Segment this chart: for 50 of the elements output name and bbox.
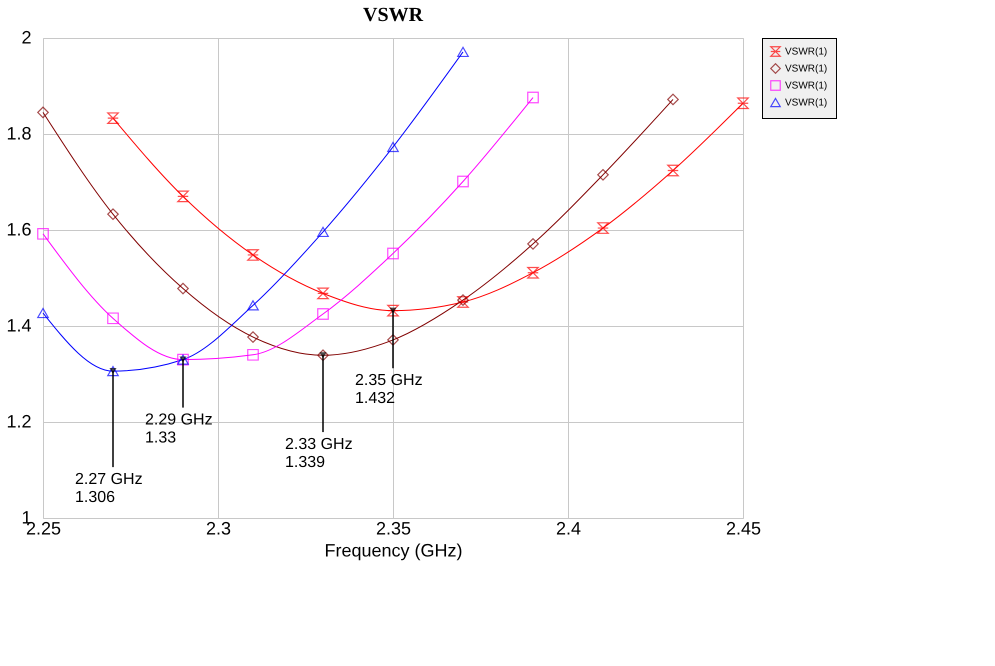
point — [457, 46, 469, 58]
point — [177, 282, 189, 294]
point — [387, 304, 399, 316]
point — [317, 288, 329, 300]
legend-label: VSWR(1) — [785, 98, 828, 108]
point — [527, 238, 539, 250]
x-axis-title: Frequency (GHz) — [324, 540, 463, 560]
point — [247, 300, 259, 310]
annotation: 2.35 GHz 1.432 — [355, 372, 423, 408]
point — [37, 308, 49, 318]
point — [387, 248, 399, 260]
point — [37, 106, 49, 118]
annotation: 2.33 GHz 1.339 — [285, 436, 353, 472]
point — [37, 228, 49, 240]
x-tick-label: 2.4 — [556, 518, 582, 538]
point — [527, 266, 539, 279]
point — [317, 226, 329, 238]
legend-label: VSWR(1) — [785, 80, 828, 92]
legend-label: VSWR(1) — [785, 64, 828, 74]
y-tick-label: 1.2 — [6, 412, 32, 432]
point — [247, 331, 259, 343]
y-tick-label: 1.4 — [6, 316, 32, 336]
point — [317, 349, 329, 362]
point — [527, 92, 539, 104]
x-tick-label: 2.35 — [376, 518, 412, 538]
point — [737, 97, 749, 110]
point — [317, 308, 329, 320]
legend-label: VSWR(1) — [785, 46, 828, 58]
point — [597, 222, 609, 234]
point — [457, 176, 469, 188]
y-tick-label: 2 — [21, 28, 32, 48]
x-tick-label: 2.45 — [726, 518, 762, 538]
annotation: 2.27 GHz 1.306 — [75, 471, 143, 506]
point — [177, 190, 189, 202]
point — [597, 168, 609, 181]
point — [667, 164, 679, 176]
chart-title: VSWR — [362, 4, 424, 26]
point — [247, 249, 259, 261]
point — [387, 334, 399, 346]
point — [247, 348, 259, 361]
annotation: 2.29 GHz 1.33 — [145, 412, 213, 447]
point — [387, 142, 399, 152]
point — [107, 366, 119, 376]
point — [107, 112, 119, 124]
point — [107, 208, 119, 220]
y-tick-label: 1.6 — [6, 220, 32, 240]
point — [107, 312, 119, 324]
point — [667, 94, 679, 106]
x-tick-label: 2.3 — [206, 518, 232, 538]
y-tick-label: 1.8 — [6, 124, 32, 144]
